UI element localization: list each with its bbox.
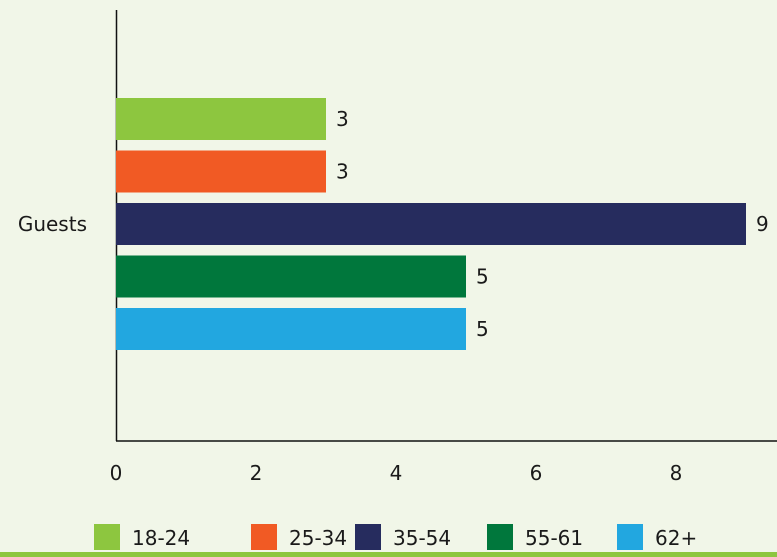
x-tick-label: 6 [530,461,543,485]
legend: 18-24 25-34 35-54 55-61 62+ [94,524,697,550]
data-label-35-54: 9 [756,212,769,236]
category-labels: Guests [18,212,87,236]
data-label-62+: 5 [476,317,489,341]
x-tick-label: 2 [250,461,263,485]
legend-swatch-62+ [617,524,643,550]
legend-swatch-35-54 [355,524,381,550]
data-label-55-61: 5 [476,265,489,289]
legend-swatch-55-61 [487,524,513,550]
x-tick-label: 4 [390,461,403,485]
bar-25-34 [116,150,326,193]
bar-55-61 [116,255,466,298]
bar-18-24 [116,98,326,140]
x-tick-labels: 0 2 4 6 8 [110,461,683,485]
legend-label-62+: 62+ [655,526,697,550]
bar-35-54 [116,203,746,245]
x-tick-label: 0 [110,461,123,485]
legend-label-18-24: 18-24 [132,526,190,550]
data-labels: 3 3 9 5 5 [336,107,769,341]
category-label: Guests [18,212,87,236]
legend-label-25-34: 25-34 [289,526,347,550]
legend-label-35-54: 35-54 [393,526,451,550]
bar-62+ [116,308,466,350]
legend-swatch-25-34 [251,524,277,550]
data-label-25-34: 3 [336,160,349,184]
legend-label-55-61: 55-61 [525,526,583,550]
bars [116,98,746,350]
legend-swatch-18-24 [94,524,120,550]
data-label-18-24: 3 [336,107,349,131]
x-tick-label: 8 [670,461,683,485]
bottom-accent-bar [0,552,777,557]
